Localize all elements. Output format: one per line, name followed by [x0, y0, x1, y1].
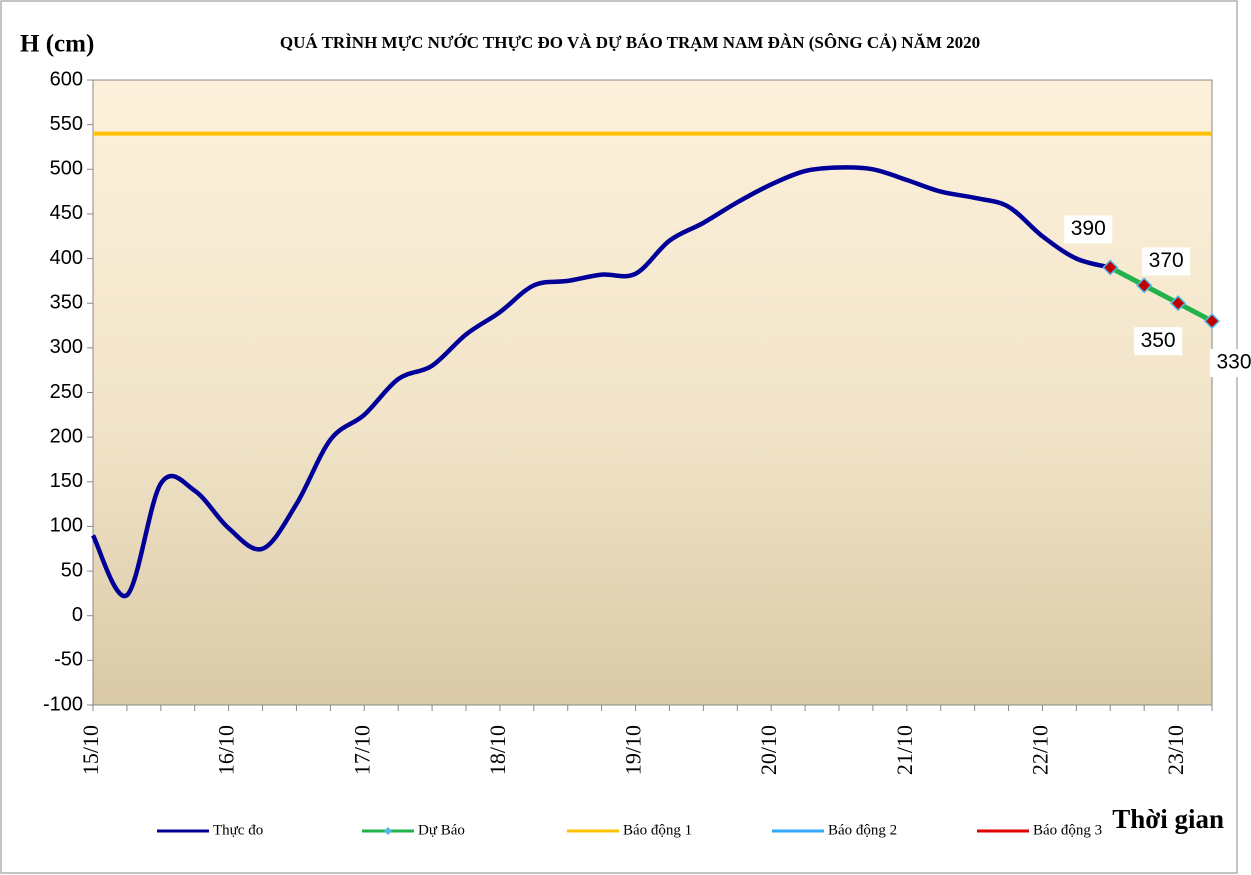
- data-label-bg: [1142, 247, 1191, 276]
- y-axis-label: H (cm): [20, 31, 94, 58]
- legend-label: Thực đo: [213, 822, 263, 838]
- series-line: [1109, 265, 1214, 324]
- x-tick-label: 21/10: [892, 725, 917, 775]
- y-tick-label: 550: [50, 113, 83, 135]
- y-tick-label: 250: [50, 381, 83, 403]
- legend-label: Báo động 1: [623, 822, 692, 838]
- chart-title: QUÁ TRÌNH MỰC NƯỚC THỰC ĐO VÀ DỰ BÁO TRẠ…: [280, 33, 980, 52]
- series-line: [90, 165, 1111, 599]
- x-tick-label: 23/10: [1163, 725, 1188, 775]
- x-tick-label: 22/10: [1028, 725, 1053, 775]
- marker: [1170, 295, 1187, 312]
- x-tick-label: 16/10: [214, 725, 239, 775]
- legend-label: Dự Báo: [418, 822, 465, 838]
- x-tick-label: 18/10: [485, 725, 510, 775]
- y-tick-label: 500: [50, 158, 83, 180]
- y-tick-label: 50: [61, 559, 83, 581]
- marker: [1102, 259, 1119, 276]
- y-tick-label: 600: [50, 68, 83, 90]
- data-label-bg: [1064, 215, 1113, 244]
- y-tick-label: 0: [72, 604, 83, 626]
- y-tick-label: 150: [50, 470, 83, 492]
- y-tick-label: 450: [50, 202, 83, 224]
- marker: [1203, 313, 1221, 330]
- data-label: 330: [1216, 351, 1251, 374]
- marker: [1136, 277, 1153, 294]
- legend-marker: [384, 827, 392, 835]
- legend-label: Báo động 3: [1033, 822, 1102, 838]
- y-tick-label: -50: [54, 649, 83, 671]
- data-label-bg: [1134, 327, 1183, 356]
- x-tick-label: 17/10: [349, 725, 374, 775]
- data-label: 350: [1141, 329, 1176, 352]
- data-label-bg: [1210, 349, 1251, 378]
- y-tick-label: -100: [43, 693, 83, 715]
- plot-area: [92, 79, 1213, 706]
- x-tick-label: 19/10: [621, 725, 646, 775]
- x-tick-label: 20/10: [756, 725, 781, 775]
- x-axis-label: Thời gian: [1112, 804, 1224, 834]
- y-tick-label: 200: [50, 425, 83, 447]
- y-tick-label: 350: [50, 291, 83, 313]
- legend-label: Báo động 2: [828, 822, 897, 838]
- y-tick-label: 400: [50, 247, 83, 269]
- data-label: 370: [1149, 249, 1184, 272]
- y-tick-label: 100: [50, 515, 83, 537]
- y-tick-label: 300: [50, 336, 83, 358]
- data-label: 390: [1071, 217, 1106, 240]
- x-tick-label: 15/10: [78, 725, 103, 775]
